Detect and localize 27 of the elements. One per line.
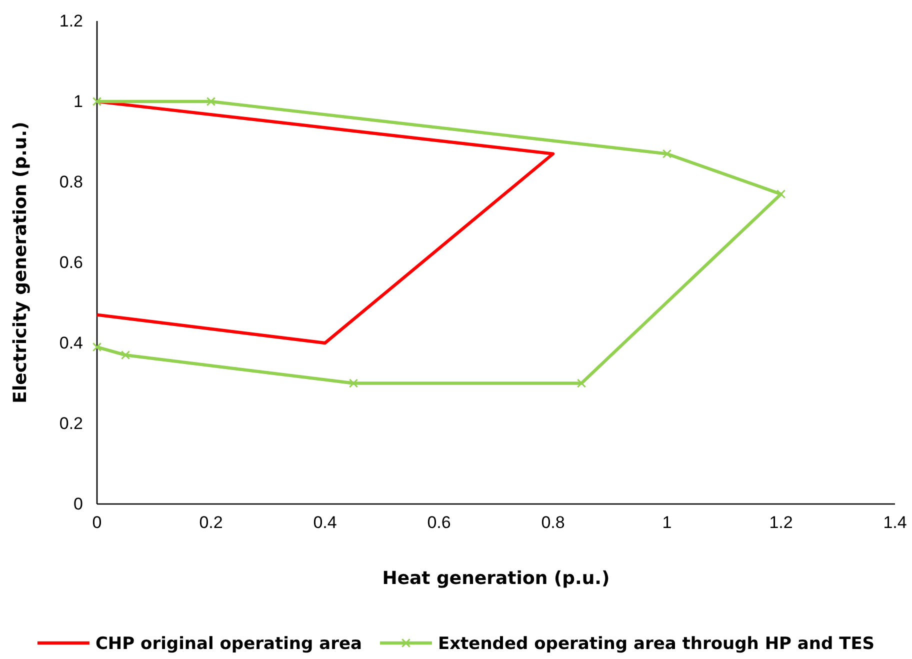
y-tick-label: 0.2 — [59, 414, 83, 433]
x-tick-label: 1 — [662, 513, 672, 532]
x-axis-title: Heat generation (p.u.) — [382, 568, 610, 589]
x-tick-label: 0 — [92, 513, 102, 532]
y-tick-label: 0.8 — [59, 172, 83, 192]
point — [576, 378, 586, 388]
legend-label: Extended operating area through HP and TES — [438, 634, 875, 654]
point — [348, 378, 358, 388]
legend-label: CHP original operating area — [95, 634, 362, 654]
x-tick-label: 0.6 — [427, 513, 451, 532]
point — [776, 189, 786, 199]
x-tick-label: 0.2 — [199, 513, 223, 532]
point — [662, 149, 672, 158]
x-tick-label: 0.4 — [313, 513, 337, 532]
x-tick-label: 1.4 — [883, 513, 907, 532]
y-tick-label: 1 — [74, 92, 83, 111]
point — [206, 96, 216, 106]
point — [92, 96, 102, 106]
y-tick-label: 1.2 — [59, 11, 83, 30]
y-axis-title: Electricity generation (p.u.) — [10, 122, 31, 404]
y-tick-label: 0 — [74, 494, 83, 514]
y-tick-label: 0.4 — [59, 333, 83, 352]
x-tick-label: 1.2 — [769, 513, 793, 532]
point — [92, 342, 102, 352]
point — [120, 350, 130, 360]
y-tick-label: 0.6 — [59, 252, 83, 272]
x-tick-label: 0.8 — [541, 513, 565, 532]
